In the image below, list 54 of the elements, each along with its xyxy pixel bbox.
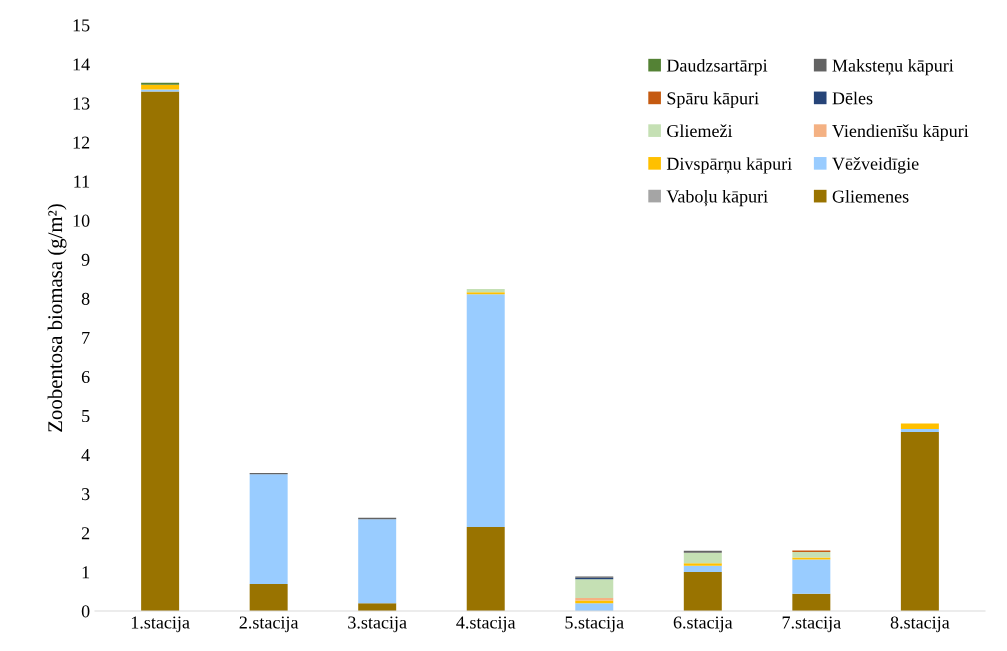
bar bbox=[249, 584, 288, 611]
bar bbox=[683, 552, 722, 564]
bar bbox=[141, 91, 180, 611]
y-tick-label: 9 bbox=[81, 253, 90, 266]
legend-label: Spāru kāpuri bbox=[667, 91, 759, 109]
y-tick-label: 5 bbox=[82, 410, 90, 423]
bar bbox=[683, 571, 722, 611]
y-tick-label: 3 bbox=[81, 488, 90, 501]
bar bbox=[575, 603, 614, 611]
legend-label: Viendienīšu kāpuri bbox=[832, 124, 969, 141]
x-tick-label: 7.stacija bbox=[782, 616, 841, 633]
bar bbox=[358, 603, 397, 611]
bar bbox=[792, 552, 831, 558]
y-tick-label: 11 bbox=[74, 175, 90, 188]
y-tick-label: 1 bbox=[82, 566, 90, 579]
legend-label: Gliemenes bbox=[832, 189, 909, 203]
y-tick-label: 7 bbox=[82, 331, 90, 344]
bar bbox=[792, 593, 831, 611]
y-axis-title: Zoobentosa biomasa (g/m²) bbox=[47, 204, 67, 432]
y-tick-label: 14 bbox=[73, 58, 90, 71]
legend-label: Maksteņu kāpuri bbox=[832, 58, 954, 76]
x-tick-label: 2.stacija bbox=[239, 616, 299, 633]
x-tick-label: 5.stacija bbox=[565, 616, 624, 633]
legend-label: Vaboļu kāpuri bbox=[666, 189, 768, 207]
y-tick-label: 6 bbox=[81, 370, 90, 384]
legend-label: Divspārņu kāpuri bbox=[666, 157, 792, 174]
y-tick-label: 10 bbox=[73, 214, 90, 227]
x-tick-label: 3.stacija bbox=[348, 616, 407, 633]
bar bbox=[900, 432, 939, 611]
x-tick-label: 8.stacija bbox=[890, 616, 950, 633]
y-tick-label: 2 bbox=[81, 527, 90, 540]
bar bbox=[466, 527, 505, 611]
bar bbox=[575, 579, 614, 599]
y-tick-label: 0 bbox=[81, 605, 90, 618]
legend-label: Vēžveidīgie bbox=[832, 157, 919, 174]
bar bbox=[900, 428, 939, 433]
x-tick-label: 6.stacija bbox=[673, 616, 733, 633]
x-tick-label: 1.stacija bbox=[131, 616, 190, 633]
legend-label: Gliemeži bbox=[667, 124, 733, 138]
y-tick-label: 8 bbox=[81, 292, 90, 305]
y-tick-label: 4 bbox=[81, 449, 90, 461]
legend-label: Dēles bbox=[832, 91, 873, 105]
y-tick-label: 12 bbox=[73, 136, 90, 149]
bar bbox=[792, 559, 831, 594]
bar bbox=[683, 563, 722, 566]
legend-label: Daudzsartārpi bbox=[666, 58, 768, 76]
bar bbox=[249, 474, 288, 585]
bar bbox=[683, 565, 722, 572]
y-tick-label: 13 bbox=[73, 97, 90, 110]
x-tick-label: 4.stacija bbox=[456, 616, 516, 633]
y-tick-label: 15 bbox=[73, 19, 90, 32]
bar bbox=[900, 423, 939, 429]
bar bbox=[466, 294, 505, 528]
bar bbox=[358, 519, 397, 604]
